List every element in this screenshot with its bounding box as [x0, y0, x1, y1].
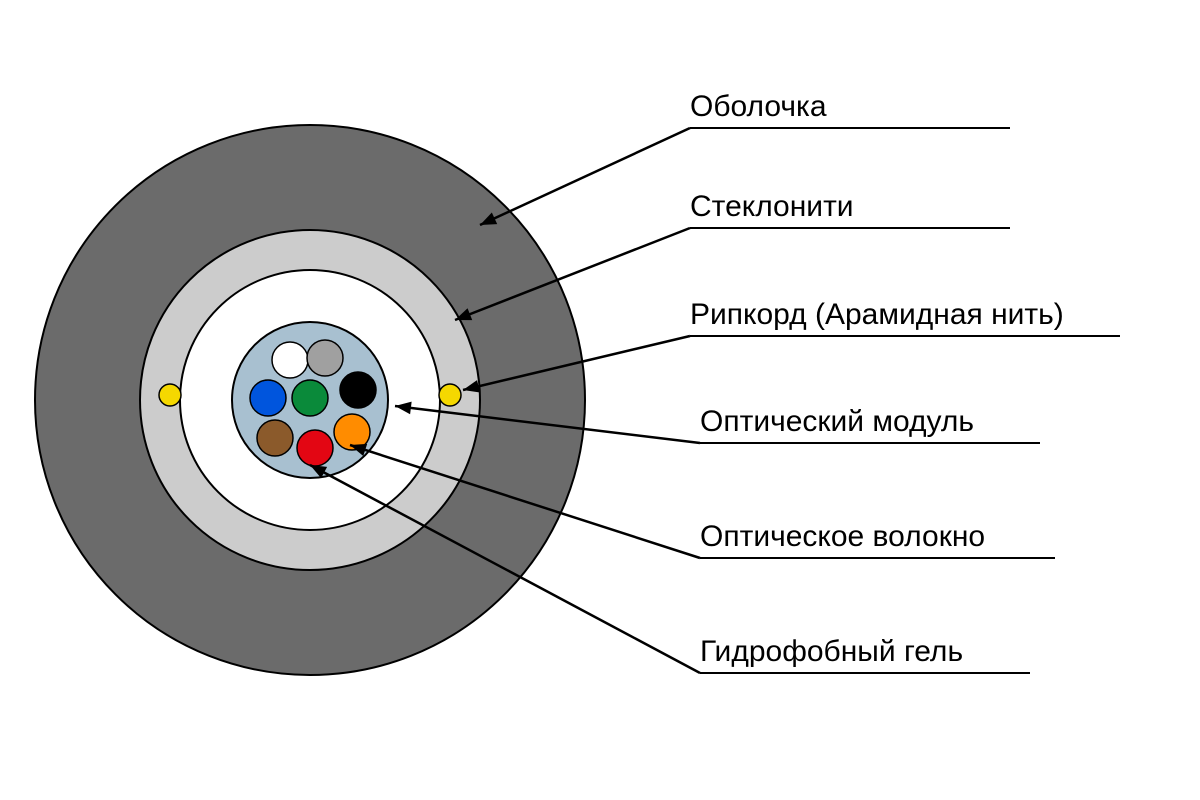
- label-glass: Стеклонити: [690, 190, 854, 224]
- label-fiber: Оптическое волокно: [700, 520, 985, 554]
- fiber-4: [250, 380, 286, 416]
- ripcord-dot-0: [439, 384, 461, 406]
- fiber-6: [297, 430, 333, 466]
- ripcord-dot-1: [159, 384, 181, 406]
- fiber-2: [340, 372, 376, 408]
- label-jacket: Оболочка: [690, 90, 827, 124]
- label-module: Оптический модуль: [700, 405, 974, 439]
- leader-line-jacket: [480, 128, 690, 225]
- label-ripcord: Рипкорд (Арамидная нить): [690, 298, 1064, 332]
- fiber-5: [257, 420, 293, 456]
- label-gel: Гидрофобный гель: [700, 635, 963, 669]
- fiber-0: [272, 342, 308, 378]
- cable-cross-section-diagram: [0, 0, 1200, 800]
- fiber-3: [292, 380, 328, 416]
- fiber-1: [307, 340, 343, 376]
